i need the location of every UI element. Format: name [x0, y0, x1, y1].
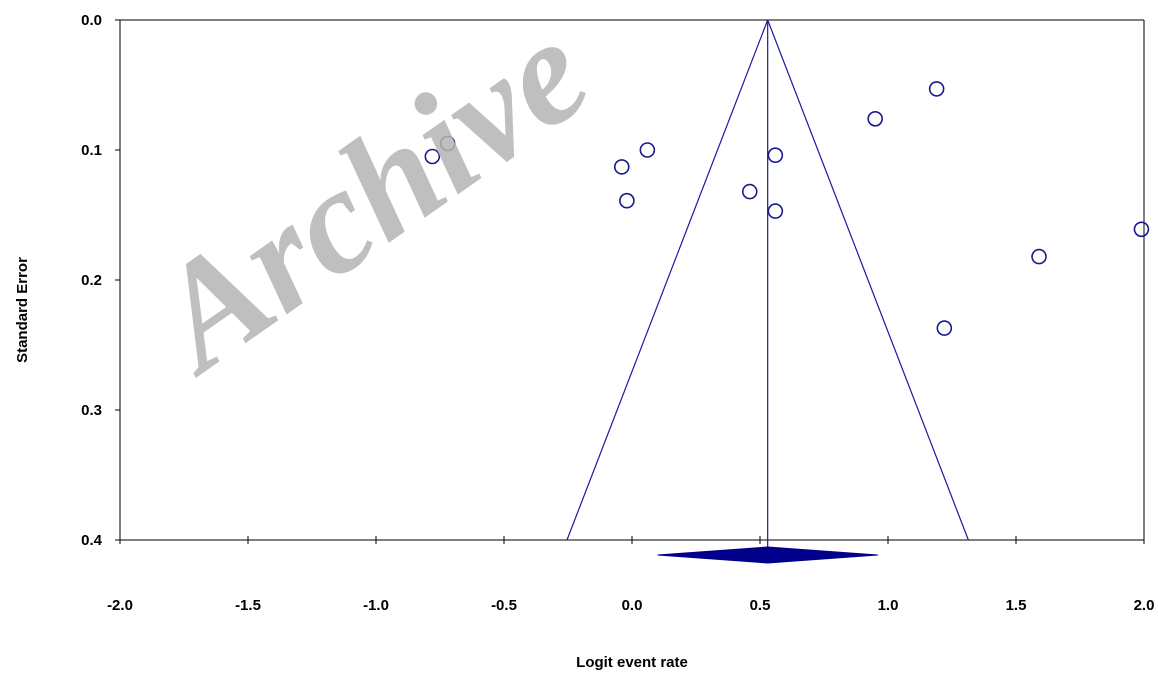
summary-diamond-group: [657, 546, 878, 564]
study-point: [767, 203, 784, 219]
x-tick-label: -1.0: [363, 597, 389, 614]
study-point: [424, 148, 441, 165]
y-tick-label: 0.0: [81, 12, 102, 29]
axes-group: 0.0 0.1 0.2 0.3 0.4 -2.0 -1.5 -1.0 -0.5 0.0 0.5 1.0…: [81, 12, 1154, 614]
study-point: [619, 192, 635, 209]
x-tick-label: -1.5: [235, 597, 261, 614]
x-tick-label: 1.5: [1006, 597, 1027, 614]
y-tick-label: 0.1: [81, 142, 102, 159]
y-tick-label: 0.4: [81, 532, 103, 549]
study-point: [936, 320, 953, 336]
x-axis-title: Logit event rate: [576, 654, 688, 671]
x-tick-label: 2.0: [1134, 597, 1155, 614]
study-point: [867, 111, 884, 127]
x-tick-label: 0.5: [750, 597, 771, 614]
y-tick-label: 0.3: [81, 402, 102, 419]
funnel-right-line: [767, 19, 969, 541]
study-point: [928, 81, 945, 97]
summary-diamond: [657, 546, 878, 564]
x-tick-label: 1.0: [878, 597, 899, 614]
study-point: [741, 183, 758, 200]
study-point: [639, 142, 656, 158]
y-axis-title: Standard Error: [14, 257, 31, 363]
study-point: [767, 147, 784, 163]
study-point: [1133, 221, 1150, 238]
data-points-group: [424, 81, 1150, 336]
x-tick-label: -2.0: [107, 597, 133, 614]
study-point: [1031, 248, 1047, 265]
study-point: [439, 135, 456, 152]
watermark: Archive: [119, 0, 617, 405]
x-tick-label: -0.5: [491, 597, 517, 614]
funnel-left-line: [566, 19, 769, 541]
x-tick-label: 0.0: [622, 597, 643, 614]
funnel-group: [566, 19, 969, 563]
study-point: [613, 159, 630, 175]
y-tick-label: 0.2: [81, 272, 102, 289]
